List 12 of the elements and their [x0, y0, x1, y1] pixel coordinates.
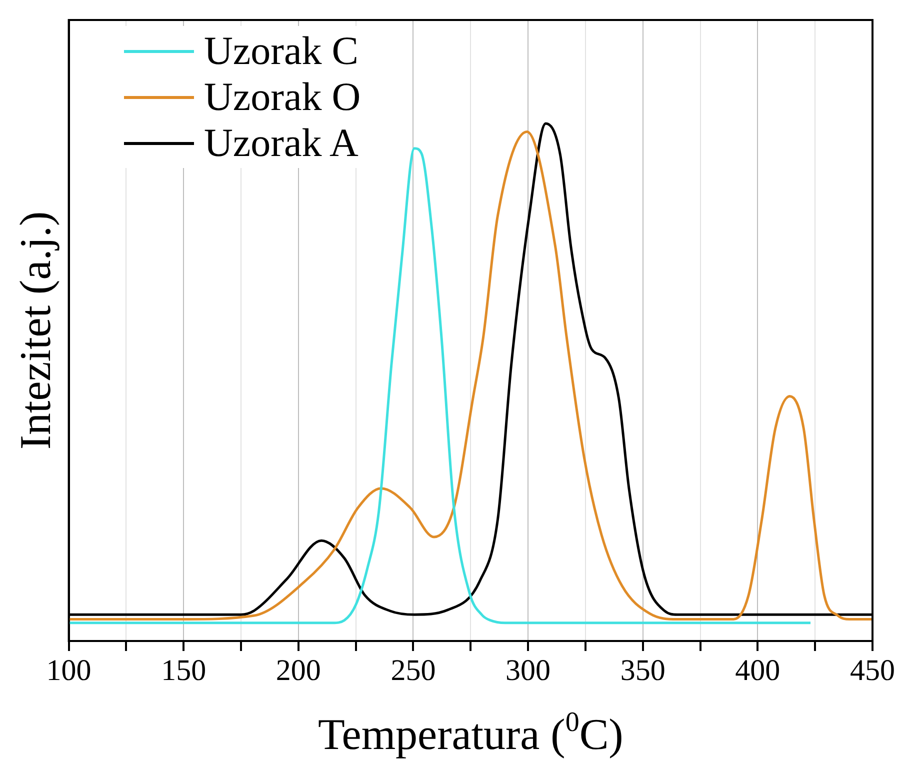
x-tick-label: 300	[506, 654, 551, 687]
x-tick-label: 100	[46, 654, 92, 687]
x-tick-label: 200	[276, 654, 321, 687]
x-tick-label: 450	[850, 654, 895, 687]
x-tick-label: 250	[390, 654, 436, 687]
x-tick-label: 150	[161, 654, 206, 687]
legend-label: Uzorak O	[204, 74, 361, 120]
y-axis-title: Intezitet (a.j.)	[10, 211, 60, 450]
x-tick-label: 350	[620, 654, 666, 687]
x-tick-label: 400	[735, 654, 780, 687]
legend-label: Uzorak A	[204, 120, 358, 166]
legend-label: Uzorak C	[204, 28, 358, 74]
